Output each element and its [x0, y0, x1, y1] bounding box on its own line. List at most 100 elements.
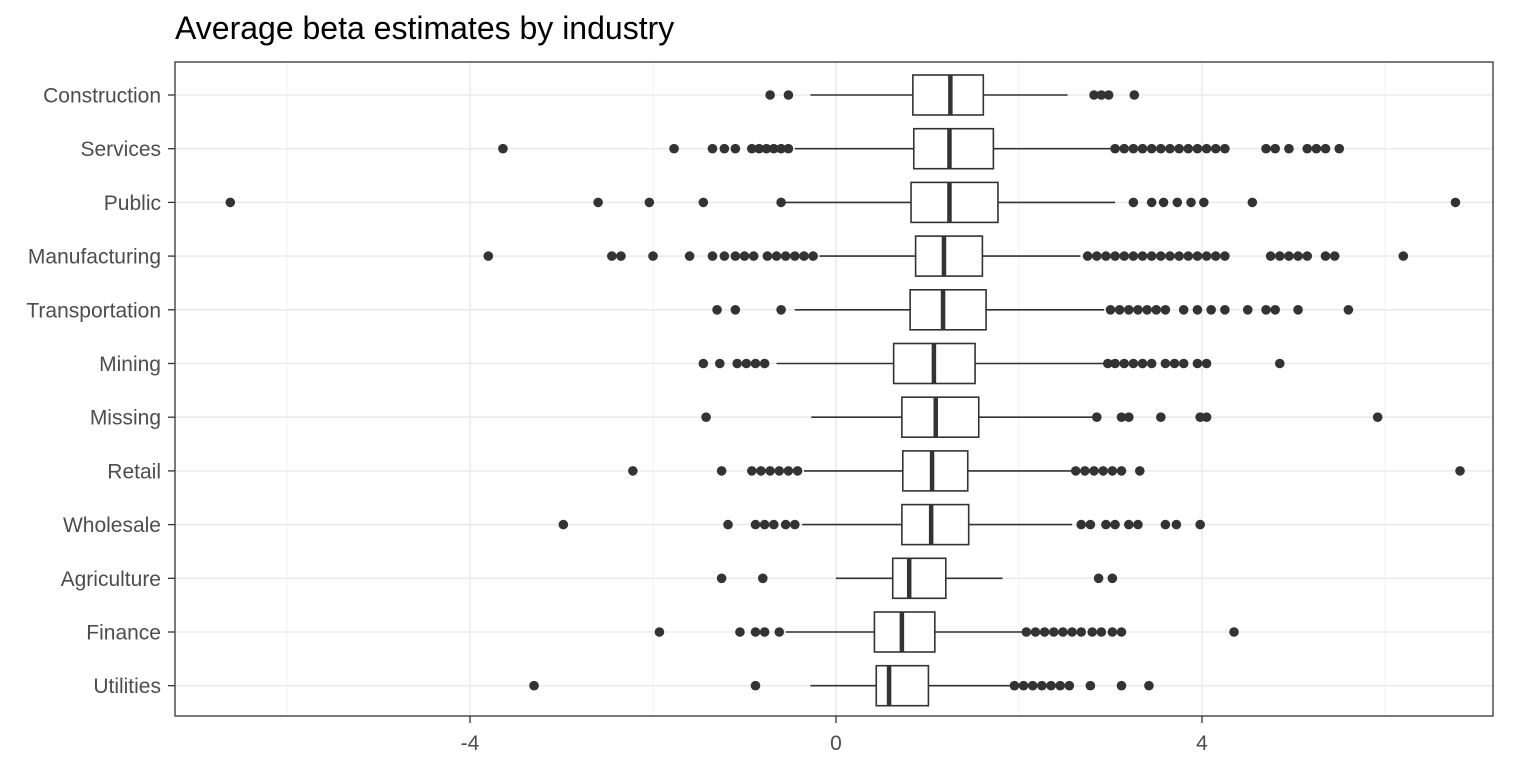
- outlier-point: [1067, 627, 1077, 637]
- outlier-point: [1124, 412, 1134, 423]
- outlier-point: [1165, 143, 1175, 154]
- outlier-point: [1096, 627, 1107, 637]
- outlier-point: [628, 466, 638, 476]
- box: [901, 450, 969, 492]
- outlier-point: [1124, 519, 1134, 530]
- outlier-point: [607, 251, 617, 261]
- box: [901, 396, 980, 439]
- outlier-point: [1320, 143, 1331, 154]
- outlier-point: [1105, 305, 1116, 315]
- outlier-point: [1146, 358, 1157, 369]
- outlier-point: [1247, 197, 1258, 208]
- box: [914, 235, 984, 277]
- outlier-point: [1206, 305, 1216, 315]
- x-tick-label: 4: [1196, 732, 1208, 755]
- outlier-point: [1107, 573, 1118, 584]
- outlier-point: [1124, 305, 1134, 315]
- y-tick-label: Utilities: [93, 675, 161, 698]
- outlier-point: [765, 90, 775, 100]
- x-tick-label: -4: [461, 732, 480, 755]
- outlier-point: [783, 90, 794, 100]
- outlier-point: [1048, 627, 1059, 637]
- outlier-point: [783, 143, 794, 154]
- outlier-point: [1329, 251, 1340, 261]
- outlier-point: [498, 143, 508, 154]
- outlier-point: [730, 143, 741, 154]
- outlier-point: [719, 143, 730, 154]
- outlier-point: [1320, 251, 1331, 261]
- outlier-point: [1302, 143, 1313, 154]
- outlier-point: [1160, 305, 1171, 315]
- outlier-point: [716, 573, 727, 584]
- outlier-point: [1302, 251, 1313, 261]
- plot-panel: [175, 62, 1493, 716]
- outlier-point: [1082, 251, 1093, 261]
- outlier-point: [616, 251, 626, 261]
- outlier-point: [1076, 519, 1087, 530]
- outlier-point: [1107, 627, 1118, 637]
- outlier-point: [1128, 197, 1139, 208]
- outlier-point: [1116, 627, 1127, 637]
- box: [891, 557, 947, 600]
- outlier-point: [1058, 627, 1068, 637]
- outlier-point: [1201, 251, 1212, 261]
- outlier-point: [558, 519, 569, 530]
- outlier-point: [1450, 197, 1461, 208]
- y-tick-label: Agriculture: [61, 568, 161, 591]
- y-tick-label: Services: [80, 138, 161, 161]
- panel-border: [174, 61, 1494, 717]
- outlier-point: [1160, 358, 1171, 369]
- outlier-point: [1110, 358, 1120, 369]
- outlier-point: [768, 143, 779, 154]
- outlier-point: [1174, 251, 1184, 261]
- outlier-point: [644, 197, 655, 208]
- outlier-point: [225, 197, 236, 208]
- outlier-point: [1242, 305, 1253, 315]
- outlier-point: [1119, 143, 1130, 154]
- outlier-point: [1119, 251, 1130, 261]
- outlier-point: [1311, 143, 1322, 154]
- outlier-point: [1110, 143, 1120, 154]
- outlier-point: [1137, 251, 1148, 261]
- outlier-point: [1455, 466, 1465, 476]
- outlier-point: [1372, 412, 1383, 423]
- outlier-point: [1128, 143, 1139, 154]
- outlier-point: [654, 627, 665, 637]
- outlier-point: [1080, 466, 1090, 476]
- outlier-point: [1093, 573, 1104, 584]
- outlier-point: [1039, 627, 1050, 637]
- outlier-point: [1101, 251, 1111, 261]
- outlier-point: [1098, 466, 1108, 476]
- outlier-point: [698, 358, 709, 369]
- outlier-point: [1091, 412, 1102, 423]
- outlier-point: [1116, 466, 1127, 476]
- outlier-point: [1270, 143, 1280, 154]
- outlier-point: [1201, 143, 1212, 154]
- outlier-point: [669, 143, 679, 154]
- outlier-point: [776, 143, 786, 154]
- y-tick-label: Wholesale: [63, 514, 161, 537]
- box: [909, 288, 987, 331]
- outlier-point: [1220, 251, 1230, 261]
- outlier-point: [1169, 358, 1180, 369]
- outlier-point: [1270, 305, 1280, 315]
- outlier-point: [1151, 305, 1162, 315]
- outlier-point: [1201, 358, 1212, 369]
- outlier-point: [723, 519, 733, 530]
- outlier-point: [1055, 680, 1065, 691]
- outlier-point: [1174, 143, 1184, 154]
- outlier-point: [750, 358, 761, 369]
- outlier-point: [1229, 627, 1239, 637]
- outlier-point: [1220, 305, 1230, 315]
- outlier-point: [780, 519, 791, 530]
- outlier-point: [1103, 90, 1114, 100]
- outlier-point: [1146, 251, 1157, 261]
- outlier-point: [1133, 305, 1143, 315]
- outlier-point: [1009, 680, 1020, 691]
- outlier-point: [1101, 519, 1111, 530]
- outlier-point: [707, 251, 718, 261]
- outlier-point: [593, 197, 603, 208]
- y-tick-label: Retail: [107, 460, 161, 483]
